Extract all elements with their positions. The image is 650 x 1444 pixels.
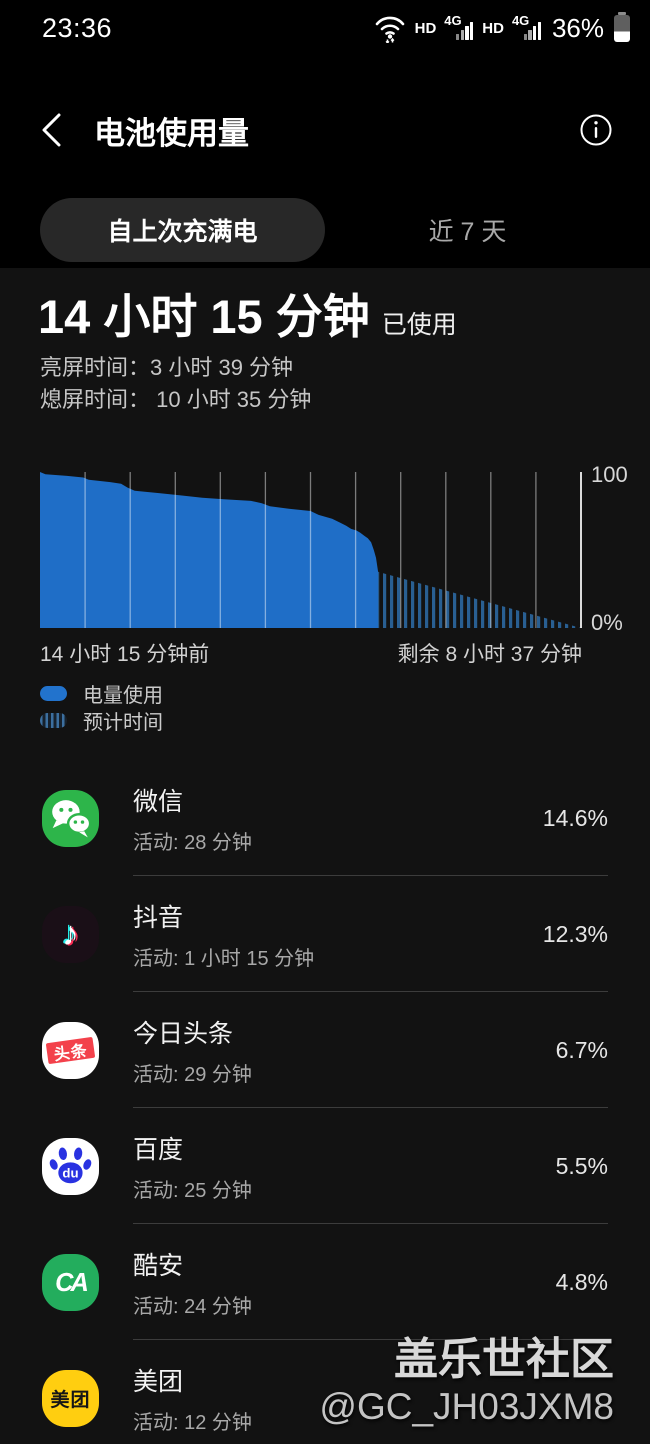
battery-percent-text: 36% (551, 12, 604, 43)
y-axis-min-label: 0% (591, 610, 623, 635)
app-row[interactable]: 头条 今日头条 活动: 29 分钟 6.7% (0, 992, 650, 1108)
legend-item-usage: 电量使用 (40, 680, 163, 707)
row-divider (133, 1339, 608, 1340)
app-activity-time: 活动: 1 小时 15 分钟 (133, 947, 315, 970)
usage-duration-suffix: 已使用 (381, 311, 457, 339)
app-battery-percent: 4.8% (555, 1268, 608, 1295)
baidu-app-icon: du (42, 1137, 99, 1195)
hd-voice-badge-2: HD (482, 19, 504, 37)
hd-voice-badge-1: HD (414, 19, 437, 37)
info-icon[interactable] (578, 112, 614, 148)
meituan-app-icon: 美团 (42, 1369, 99, 1427)
usage-duration-value: 14 小时 15 分钟 (38, 290, 370, 343)
row-divider (133, 1107, 608, 1108)
app-activity-time: 活动: 28 分钟 (133, 831, 252, 854)
tab-bar: 自上次充满电 近 7 天 (0, 198, 650, 262)
status-bar: 23:36 HD 4G (0, 6, 650, 50)
row-divider (133, 991, 608, 992)
legend-item-estimate: 预计时间 (40, 707, 163, 734)
app-name: 抖音 (133, 903, 184, 932)
tab-since-full-charge[interactable]: 自上次充满电 (40, 198, 325, 262)
app-activity-time: 活动: 12 分钟 (133, 1411, 252, 1434)
page-title: 电池使用量 (94, 115, 249, 151)
screen-on-time: 亮屏时间：3 小时 39 分钟 (40, 355, 294, 380)
y-axis-max-label: 100 (591, 462, 628, 487)
app-name: 今日头条 (133, 1019, 234, 1048)
app-row[interactable]: ♪ 抖音 活动: 1 小时 15 分钟 12.3% (0, 876, 650, 992)
watermark-user-id: @GC_JH03JXM8 (319, 1386, 614, 1428)
row-divider (133, 1223, 608, 1224)
app-row[interactable]: 微信 活动: 28 分钟 14.6% (0, 760, 650, 876)
app-battery-percent: 6.7% (555, 1036, 608, 1063)
toutiao-app-icon: 头条 (42, 1021, 99, 1079)
app-activity-time: 活动: 25 分钟 (133, 1179, 252, 1202)
svg-text:du: du (62, 1165, 78, 1180)
battery-area-plot (40, 472, 582, 628)
app-name: 微信 (133, 787, 184, 816)
tab-last-7-days[interactable]: 近 7 天 (428, 218, 507, 246)
row-divider (133, 875, 608, 876)
signal-4g-icon-2: 4G (512, 13, 542, 43)
app-row[interactable]: CA 酷安 活动: 24 分钟 4.8% (0, 1224, 650, 1340)
signal-4g-icon-1: 4G (444, 13, 474, 43)
back-button[interactable] (36, 110, 66, 150)
app-battery-percent: 14.6% (542, 804, 608, 831)
watermark-title: 盖乐世社区 (394, 1335, 614, 1384)
app-name: 美团 (133, 1367, 184, 1396)
battery-icon (614, 11, 630, 42)
app-row[interactable]: du 百度 活动: 25 分钟 5.5% (0, 1108, 650, 1224)
usage-duration: 14 小时 15 分钟 已使用 (38, 278, 457, 347)
clock: 23:36 (42, 12, 113, 43)
battery-history-chart: 100 0% 14 小时 15 分钟前 剩余 8 小时 37 分钟 (40, 462, 628, 668)
app-activity-time: 活动: 29 分钟 (133, 1063, 252, 1086)
x-axis-left-label: 14 小时 15 分钟前 (40, 643, 210, 666)
douyin-app-icon: ♪ (42, 905, 99, 963)
chart-legend: 电量使用 预计时间 (40, 680, 163, 734)
community-watermark: 盖乐世社区 @GC_JH03JXM8 (319, 1335, 614, 1428)
app-usage-list: 微信 活动: 28 分钟 14.6% ♪ 抖音 活动: 1 小时 15 分钟 12… (0, 760, 650, 1444)
screen-off-time: 熄屏时间： 10 小时 35 分钟 (40, 387, 312, 412)
app-name: 百度 (133, 1135, 184, 1164)
legend-hatch-swatch-icon (40, 713, 67, 728)
legend-solid-swatch-icon (40, 686, 67, 701)
app-row[interactable]: 美团 美团 活动: 12 分钟 (0, 1340, 650, 1444)
app-battery-percent: 5.5% (555, 1152, 608, 1179)
app-name: 酷安 (133, 1251, 184, 1280)
content-area: 14 小时 15 分钟 已使用 亮屏时间：3 小时 39 分钟 熄屏时间： 10… (0, 268, 650, 1444)
app-activity-time: 活动: 24 分钟 (133, 1295, 252, 1318)
app-bar: 电池使用量 (0, 102, 650, 158)
coolapk-app-icon: CA (42, 1253, 99, 1311)
wifi-icon (373, 13, 407, 45)
app-battery-percent: 12.3% (542, 920, 608, 947)
svg-text:CA: CA (55, 1269, 87, 1297)
x-axis-right-label: 剩余 8 小时 37 分钟 (397, 643, 582, 666)
wechat-app-icon (42, 789, 99, 847)
